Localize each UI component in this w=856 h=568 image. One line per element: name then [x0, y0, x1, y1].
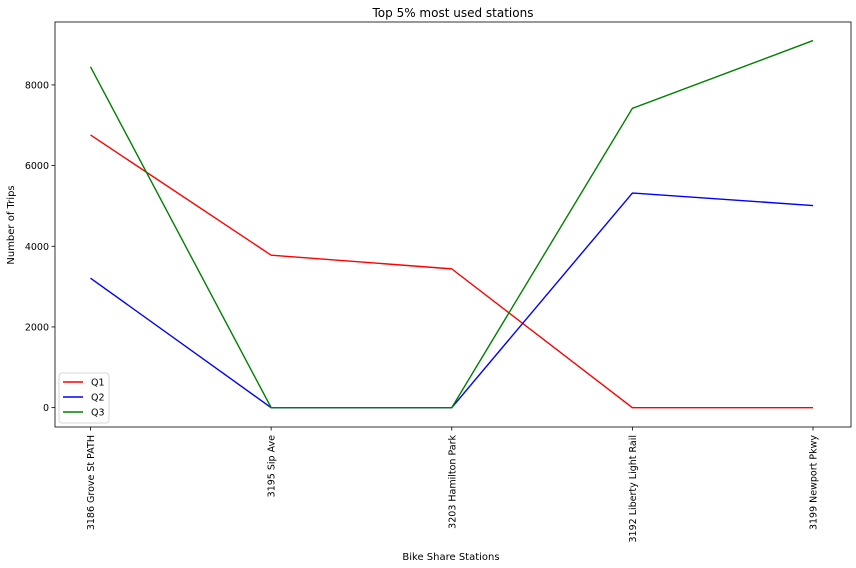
x-tick-label: 3203 Hamilton Park [447, 435, 458, 529]
x-tick-label: 3199 Newport Pkwy [809, 435, 820, 530]
series-lines [89, 39, 814, 409]
legend-label: Q3 [91, 408, 105, 419]
series-line-q2 [90, 192, 814, 409]
y-tick-label: 8000 [25, 80, 49, 91]
series-line-q3 [89, 39, 814, 409]
legend: Q1 Q2 Q3 [58, 372, 110, 424]
y-axis: 0 2000 4000 6000 8000 [25, 80, 55, 414]
y-tick-label: 4000 [25, 242, 49, 253]
x-axis: 3186 Grove St PATH 3195 Sip Ave 3203 Hamil… [86, 427, 820, 543]
legend-label: Q1 [91, 378, 105, 389]
x-tick-label: 3186 Grove St PATH [86, 435, 97, 530]
x-tick-label: 3192 Liberty Light Rail [628, 435, 639, 543]
legend-label: Q2 [91, 393, 105, 404]
series-line-q1 [90, 134, 813, 409]
chart-title: Top 5% most used stations [372, 6, 534, 20]
y-tick-label: 6000 [25, 161, 49, 172]
plot-area [54, 21, 852, 428]
y-axis-label: Number of Trips [6, 185, 17, 264]
y-tick-label: 0 [43, 403, 49, 414]
legend-box [58, 372, 110, 424]
y-tick-label: 2000 [25, 322, 49, 333]
x-axis-label: Bike Share Stations [402, 552, 499, 563]
x-tick-label: 3195 Sip Ave [267, 435, 278, 497]
